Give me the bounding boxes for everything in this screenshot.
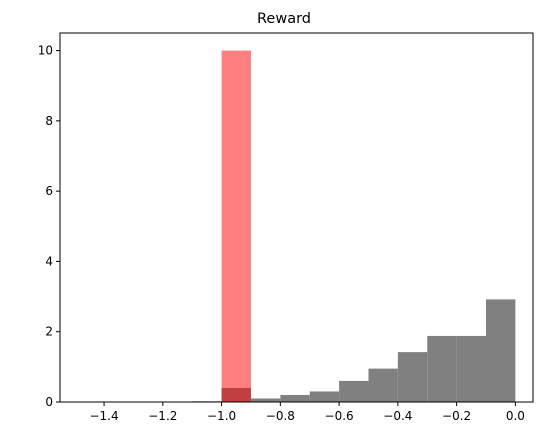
x-tick-label: −0.2 — [442, 409, 471, 423]
plot-frame — [59, 32, 534, 403]
x-tick-label: −1.2 — [148, 409, 177, 423]
histogram-bar-s0-b12 — [427, 335, 457, 402]
y-tick-label: 6 — [45, 184, 53, 198]
x-tick-label: −1.0 — [207, 409, 236, 423]
y-tick-label: 4 — [45, 254, 53, 268]
x-axis: −1.4 −1.2 −1.0 −0.8 −0.6 −0.4 −0.2 0.0 — [89, 402, 525, 423]
bars-layer — [192, 50, 516, 402]
histogram-bar-s0-b13 — [456, 335, 486, 402]
histogram-bar-s0-b6 — [250, 398, 281, 402]
y-tick-label: 8 — [45, 114, 53, 128]
x-tick-label: −0.6 — [325, 409, 354, 423]
y-tick-label: 2 — [45, 325, 53, 339]
y-tick-label: 0 — [45, 395, 53, 409]
histogram-bar-s1-b0 — [221, 50, 251, 402]
x-tick-label: 0.0 — [506, 409, 525, 423]
y-axis: 0 2 4 6 8 10 — [38, 44, 60, 409]
histogram-bar-s0-b8 — [309, 391, 340, 402]
chart-title: Reward — [257, 11, 311, 27]
x-tick-label: −1.4 — [89, 409, 118, 423]
y-tick-label: 10 — [38, 44, 53, 58]
histogram-bar-s0-b7 — [280, 394, 310, 402]
x-tick-label: −0.4 — [383, 409, 412, 423]
histogram-bar-s0-b14 — [485, 299, 516, 402]
x-tick-label: −0.8 — [266, 409, 295, 423]
histogram-bar-s0-b9 — [339, 380, 369, 402]
histogram-bar-s0-b10 — [368, 368, 398, 402]
histogram-bar-s0-b11 — [397, 352, 428, 402]
